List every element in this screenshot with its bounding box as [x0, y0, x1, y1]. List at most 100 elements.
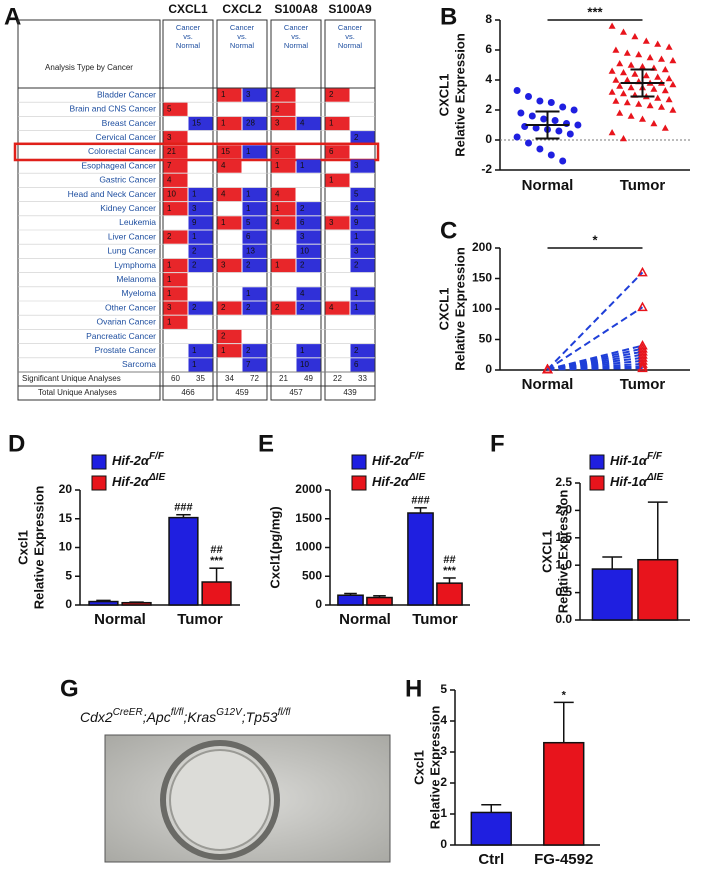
cell — [217, 88, 242, 102]
gene-column — [270, 19, 322, 401]
cell-value: 3 — [329, 218, 334, 227]
data-point — [642, 72, 650, 79]
cell — [325, 301, 350, 315]
cell — [271, 145, 296, 159]
cell — [296, 258, 321, 273]
data-point — [654, 40, 662, 47]
y-tick-label: 0 — [440, 837, 447, 851]
cell-value: 10 — [300, 360, 309, 369]
significant-value: 21 — [279, 374, 288, 383]
cell-value: 3 — [192, 204, 197, 213]
y-tick-label: 0 — [315, 597, 322, 611]
cell-value: 6 — [354, 360, 359, 369]
gene-name: CXCL2 — [222, 2, 262, 16]
cell — [242, 230, 267, 244]
y-tick-label: 2 — [440, 775, 447, 789]
data-point — [616, 60, 624, 67]
y-tick-label: 5 — [65, 568, 72, 582]
cell — [271, 116, 296, 131]
significance-label: ## — [210, 544, 222, 556]
significant-label: Significant Unique Analyses — [22, 374, 121, 383]
cell-value: 3 — [167, 303, 172, 312]
panel-label: C — [440, 217, 457, 244]
data-point — [627, 84, 635, 91]
data-point — [608, 67, 616, 74]
cell-value: 3 — [275, 119, 280, 128]
data-point — [620, 69, 627, 76]
bar — [337, 594, 364, 606]
cell — [271, 202, 296, 216]
data-point — [620, 90, 627, 97]
cell — [296, 159, 321, 173]
y-tick-label: 20 — [59, 482, 73, 496]
data-point — [525, 93, 532, 100]
row-label: Melanoma — [116, 274, 156, 284]
bar — [407, 512, 434, 606]
legend-entry: Hif-2αΔIE — [112, 472, 165, 489]
row-label: Other Cancer — [105, 302, 156, 312]
significance-label: *** — [210, 555, 224, 567]
cell-value: 1 — [167, 289, 172, 298]
significant-value: 49 — [304, 374, 313, 383]
bar — [168, 516, 199, 606]
y-tick-label: 2 — [485, 102, 492, 116]
subheader: Cancer — [230, 23, 255, 32]
total-value: 439 — [343, 388, 357, 397]
row-label: Colorectal Cancer — [88, 146, 156, 156]
cell-value: 1 — [354, 232, 359, 241]
cell-value: 6 — [300, 218, 305, 227]
y-tick-label: 0 — [485, 362, 492, 376]
cell-value: 1 — [275, 161, 280, 170]
cell-value: 7 — [167, 161, 172, 170]
data-point — [637, 301, 648, 312]
cell — [242, 358, 267, 372]
subheader: Cancer — [176, 23, 201, 32]
significance-label: ### — [174, 502, 192, 514]
y-tick-label: 200 — [472, 240, 492, 254]
cell-value: 1 — [300, 161, 305, 170]
cell-value: 3 — [300, 232, 305, 241]
data-point — [646, 54, 654, 61]
cell-value: 1 — [192, 232, 197, 241]
x-tick-label: Ctrl — [478, 851, 504, 868]
cell-value: 1 — [275, 204, 280, 213]
cell-value: 6 — [329, 147, 334, 156]
cell-value: 1 — [246, 190, 251, 199]
subheader: Cancer — [284, 23, 309, 32]
significance-label: *** — [443, 565, 457, 577]
legend-name: Hif-2α — [112, 453, 150, 468]
cell — [296, 216, 321, 230]
subheader: Normal — [338, 41, 363, 50]
cell-value: 5 — [354, 190, 359, 199]
cell — [296, 230, 321, 244]
data-point — [612, 76, 620, 83]
data-point — [658, 55, 665, 62]
cell-value: 2 — [221, 303, 226, 312]
gene-column — [162, 19, 214, 401]
legend-swatch — [351, 475, 367, 491]
subheader: vs. — [291, 32, 301, 41]
gene-name: S100A9 — [328, 2, 372, 16]
data-point — [517, 109, 525, 117]
cell-value: 5 — [275, 147, 280, 156]
x-tick-label: Normal — [522, 376, 574, 393]
cell — [350, 187, 375, 202]
cell — [242, 216, 267, 230]
cell-value: 28 — [246, 119, 255, 128]
cell — [188, 116, 213, 131]
data-point — [635, 100, 643, 107]
total-label: Total Unique Analyses — [38, 388, 117, 397]
significance-label: * — [562, 689, 567, 701]
legend-entry: Hif-2αF/F — [372, 451, 425, 468]
panel-label: B — [440, 3, 457, 30]
x-tick-label: Normal — [94, 611, 146, 628]
legend-swatch — [589, 454, 605, 470]
cell — [296, 202, 321, 216]
y-axis-label: CXCL1 — [436, 74, 451, 117]
subheader: vs. — [183, 32, 193, 41]
cell — [242, 145, 267, 159]
cell — [350, 202, 375, 216]
y-tick-label: 6 — [485, 42, 492, 56]
x-tick-label: Tumor — [620, 376, 666, 393]
